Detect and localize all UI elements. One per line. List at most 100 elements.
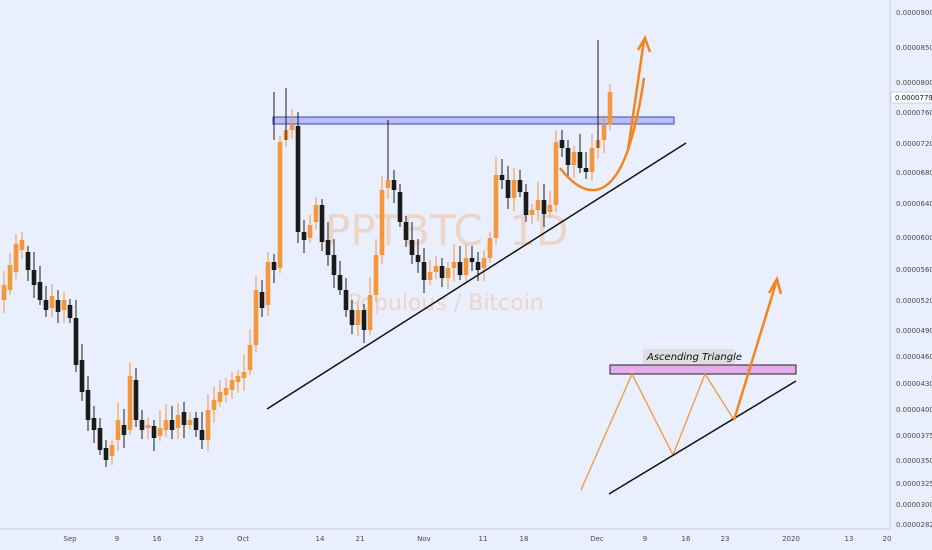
candle-body — [97, 428, 103, 450]
candle-body — [151, 426, 157, 438]
candle-body — [301, 232, 307, 240]
candle-body — [445, 268, 451, 278]
x-tick-label: Dec — [590, 535, 604, 543]
candle-body — [91, 418, 97, 430]
candle-body — [1, 285, 7, 300]
candle-body — [409, 240, 415, 255]
candle-body — [589, 148, 595, 172]
candle-body — [85, 390, 91, 420]
support-trendline — [266, 142, 687, 410]
candle-body — [205, 410, 211, 440]
x-tick-label: 23 — [195, 535, 204, 543]
candle-body — [313, 205, 319, 222]
candle-body — [19, 240, 25, 250]
inset-resistance-box — [609, 364, 797, 375]
x-tick-label: 21 — [356, 535, 365, 543]
candle-body — [433, 266, 439, 272]
candle-body — [565, 148, 571, 165]
inset-label-bg — [643, 349, 735, 364]
x-tick-label: 2020 — [782, 535, 800, 543]
candle-body — [511, 180, 517, 198]
candle-body — [361, 310, 367, 330]
candle-body — [235, 376, 241, 382]
projected-arrow-shaft — [626, 39, 646, 151]
candlesticks — [1, 40, 613, 467]
candle-body — [571, 152, 577, 165]
candle-body — [133, 380, 139, 420]
x-tick-label: 9 — [115, 535, 119, 543]
candle-body — [49, 296, 55, 308]
candle-body — [553, 142, 559, 205]
candle-body — [121, 425, 127, 435]
last-price-tag — [890, 91, 932, 104]
candle-body — [169, 420, 175, 430]
candle-body — [499, 175, 505, 180]
x-tick-label: 13 — [845, 535, 854, 543]
candle-body — [145, 425, 151, 428]
candle-body — [247, 345, 253, 370]
x-tick-label: 11 — [479, 535, 488, 543]
candle-body — [415, 255, 421, 262]
x-tick-label: 16 — [153, 535, 162, 543]
candle-body — [265, 262, 271, 305]
candle-body — [139, 420, 145, 430]
candle-body — [103, 448, 109, 460]
candle-body — [487, 238, 493, 258]
x-tick-label: 20 — [883, 535, 892, 543]
candle-body — [337, 275, 343, 290]
candle-body — [175, 415, 181, 428]
candle-body — [373, 255, 379, 295]
candle-body — [259, 292, 265, 308]
candle-body — [385, 180, 391, 188]
candle-body — [7, 265, 13, 290]
candle-body — [277, 142, 283, 268]
candle-body — [457, 262, 463, 275]
candle-body — [79, 360, 85, 392]
candle-body — [73, 318, 79, 365]
candle-body — [37, 282, 43, 300]
inset-breakout-arrow — [732, 282, 778, 421]
x-tick-label: 9 — [643, 535, 647, 543]
candle-body — [493, 175, 499, 238]
candle-body — [355, 310, 361, 325]
candle-body — [559, 140, 565, 148]
candle-body — [583, 168, 589, 172]
candle-body — [211, 400, 217, 410]
y-tick-label: 0.00002820 — [896, 521, 932, 529]
candle-body — [535, 200, 541, 210]
candle-body — [43, 300, 49, 310]
candle-body — [295, 126, 301, 232]
inset-arrow-head — [767, 275, 783, 295]
candle-body — [253, 290, 259, 345]
candle-body — [229, 380, 235, 390]
candle-body — [307, 225, 313, 238]
candle-body — [187, 420, 193, 425]
candle-body — [157, 428, 163, 436]
candle-body — [517, 180, 523, 192]
candle-body — [451, 262, 457, 268]
inset-support-line — [608, 380, 797, 495]
candle-body — [127, 376, 133, 430]
candle-body — [463, 258, 469, 275]
candle-body — [379, 190, 385, 255]
inset-label: Ascending Triangle — [646, 352, 742, 363]
x-tick-label: 18 — [520, 535, 529, 543]
candle-body — [241, 372, 247, 378]
x-tick-label: Sep — [63, 535, 77, 543]
candle-body — [331, 255, 337, 275]
candle-body — [61, 300, 67, 310]
